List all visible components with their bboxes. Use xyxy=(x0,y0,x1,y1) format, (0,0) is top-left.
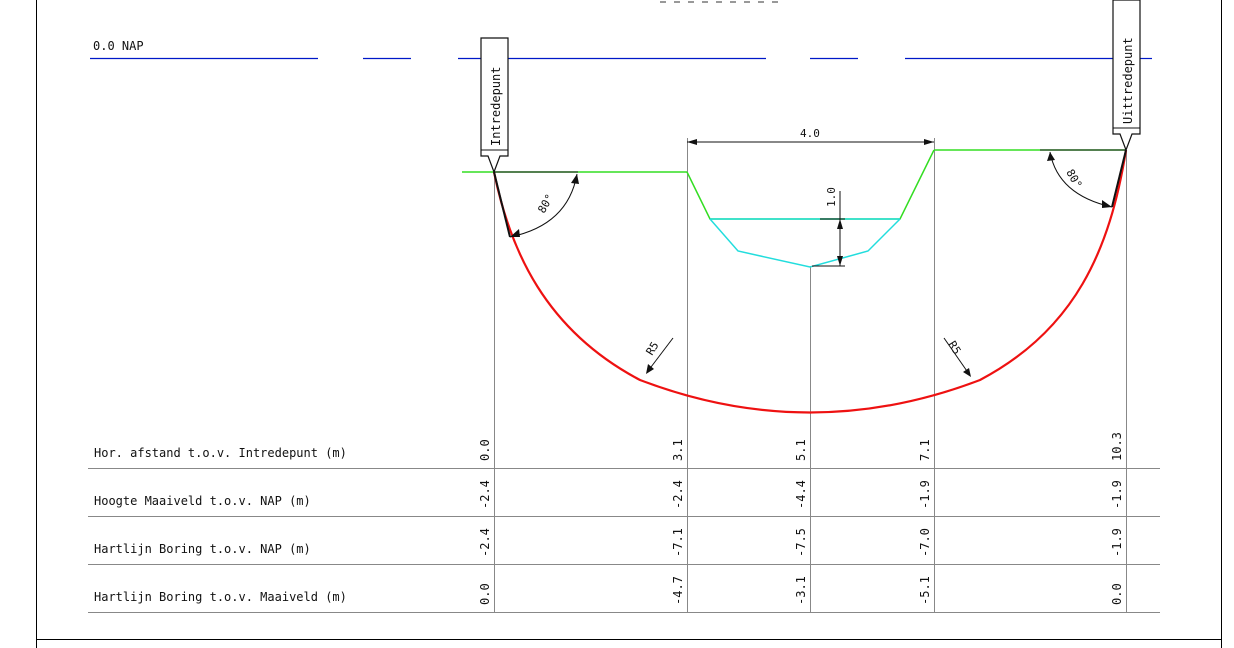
nap-reference-label: 0.0 NAP xyxy=(93,39,144,53)
cell-bore-ground-5: 0.0 xyxy=(1110,583,1124,605)
cell-bore-nap-3: -7.5 xyxy=(794,528,808,557)
entry-point-label: Intredepunt xyxy=(489,67,503,146)
depth-arrow-top xyxy=(837,219,843,229)
entry-angle-arc xyxy=(509,173,578,238)
channel-bottom xyxy=(709,218,901,268)
cell-bore-nap-5: -1.9 xyxy=(1110,528,1124,557)
entry-angle-label: 80° xyxy=(535,192,556,216)
bore-tangent-right xyxy=(1111,149,1127,208)
cell-bore-ground-2: -4.7 xyxy=(671,576,685,605)
cell-bore-nap-4: -7.0 xyxy=(918,528,932,557)
table-gridlines xyxy=(88,468,1160,613)
width-arrow-right xyxy=(924,139,934,145)
cell-bore-ground-4: -5.1 xyxy=(918,576,932,605)
entry-point-marker xyxy=(480,37,509,174)
channel-width-label: 4.0 xyxy=(800,127,820,140)
radius-arrow-right xyxy=(963,368,971,377)
entry-angle-arrow-a xyxy=(510,229,520,237)
radius-arrow-left xyxy=(646,364,654,374)
cell-ground-level-4: -1.9 xyxy=(918,480,932,509)
exit-point-label: Uittredepunt xyxy=(1121,37,1135,124)
cell-bore-nap-2: -7.1 xyxy=(671,528,685,557)
channel-depth-label: 1.0 xyxy=(825,187,838,207)
cell-hor-distance-5: 10.3 xyxy=(1110,432,1124,461)
cell-ground-level-3: -4.4 xyxy=(794,480,808,509)
exit-angle-arrow-b xyxy=(1047,152,1055,161)
cell-ground-level-1: -2.4 xyxy=(478,480,492,509)
cell-hor-distance-3: 5.1 xyxy=(794,439,808,461)
depth-arrow-bottom xyxy=(837,256,843,266)
row-label-bore-ground: Hartlijn Boring t.o.v. Maaiveld (m) xyxy=(94,590,347,604)
row-label-ground-level: Hoogte Maaiveld t.o.v. NAP (m) xyxy=(94,494,311,508)
row-label-hor-distance: Hor. afstand t.o.v. Intredepunt (m) xyxy=(94,446,347,460)
cell-ground-level-2: -2.4 xyxy=(671,480,685,509)
radius-leader-left xyxy=(647,337,674,372)
radius-label-right: R5 xyxy=(945,339,963,357)
radius-label-left: R5 xyxy=(644,339,662,357)
cell-bore-ground-1: 0.0 xyxy=(478,583,492,605)
entry-angle-arrow-b xyxy=(571,174,579,184)
exit-angle-label: 80° xyxy=(1063,167,1084,191)
exit-angle-arrow-a xyxy=(1102,200,1112,208)
cell-ground-level-5: -1.9 xyxy=(1110,480,1124,509)
ground-surface-channel xyxy=(686,149,935,220)
radius-leader-right xyxy=(943,337,970,375)
bore-path xyxy=(492,149,1128,414)
bore-tangent-left xyxy=(493,171,511,238)
width-arrow-left xyxy=(687,139,697,145)
cell-hor-distance-1: 0.0 xyxy=(478,439,492,461)
cell-bore-nap-1: -2.4 xyxy=(478,528,492,557)
table-values: 0.0 3.1 5.1 7.1 10.3 -2.4 -2.4 -4.4 -1.9 -1.9 -2.4… xyxy=(478,432,1124,605)
row-label-bore-nap: Hartlijn Boring t.o.v. NAP (m) xyxy=(94,542,311,556)
cell-hor-distance-2: 3.1 xyxy=(671,439,685,461)
exit-point-marker xyxy=(1112,0,1141,152)
column-gridlines xyxy=(494,138,1127,612)
cell-bore-ground-3: -3.1 xyxy=(794,576,808,605)
cell-hor-distance-4: 7.1 xyxy=(918,439,932,461)
